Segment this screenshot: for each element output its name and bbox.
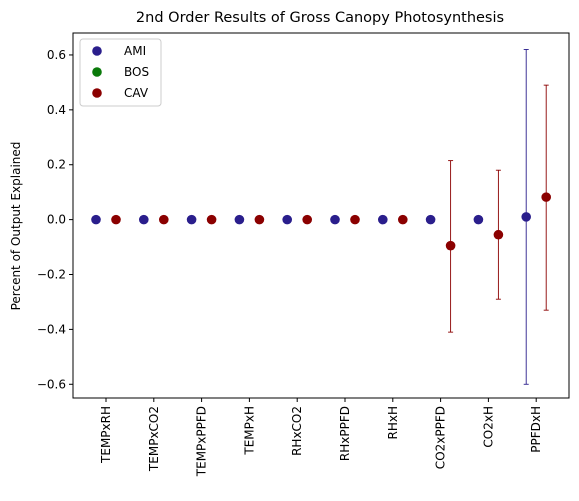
plot-frame — [72, 32, 570, 399]
data-point-cav — [445, 240, 456, 251]
x-tick-label: RHxPPFD — [338, 406, 352, 461]
data-point-ami — [234, 214, 245, 225]
y-tick-label: 0.6 — [47, 48, 66, 62]
x-tick-label: RHxH — [386, 406, 400, 440]
x-tick-label: RHxCO2 — [290, 406, 304, 456]
legend-marker-ami — [92, 46, 102, 56]
data-point-cav — [398, 214, 408, 225]
data-point-ami — [378, 214, 388, 225]
legend-box — [79, 38, 162, 107]
legend-label-ami: AMI — [124, 44, 146, 58]
legend-label-cav: CAV — [124, 86, 149, 100]
legend-marker-bos — [92, 67, 102, 77]
x-tick-label: TEMPxPPFD — [195, 406, 209, 477]
data-point-cav — [206, 214, 217, 225]
y-tick-label: −0.4 — [37, 322, 66, 336]
x-tick-label: CO2xH — [481, 406, 495, 448]
x-tick-label: TEMPxH — [242, 406, 256, 456]
data-point-cav — [493, 229, 504, 240]
y-tick-label: −0.2 — [37, 268, 66, 282]
data-point-cav — [302, 214, 313, 225]
y-tick-label: 0.4 — [47, 103, 66, 117]
data-point-ami — [425, 214, 436, 225]
x-tick-label: TEMPxCO2 — [147, 406, 161, 472]
y-tick-label: 0.0 — [47, 213, 66, 227]
data-point-ami — [186, 214, 197, 225]
data-point-ami — [139, 214, 149, 225]
y-axis-label: Percent of Output Explained — [9, 142, 23, 311]
x-tick-label: PPFDxH — [529, 406, 543, 453]
data-point-cav — [541, 192, 551, 202]
data-point-ami — [473, 214, 484, 225]
data-point-cav — [350, 214, 360, 225]
x-tick-label: TEMPxRH — [99, 406, 113, 464]
data-point-ami — [521, 212, 531, 222]
x-tick-label: CO2xPPFD — [434, 406, 448, 469]
data-point-ami — [91, 214, 101, 225]
legend-marker-cav — [92, 88, 102, 98]
data-point-cav — [159, 214, 169, 225]
y-tick-label: −0.6 — [37, 377, 66, 391]
y-tick-label: 0.2 — [47, 158, 66, 172]
data-point-cav — [254, 214, 265, 225]
chart-title: 2nd Order Results of Gross Canopy Photos… — [136, 10, 504, 26]
data-point-ami — [282, 214, 293, 225]
data-point-ami — [330, 214, 340, 225]
data-point-cav — [111, 214, 121, 225]
legend-label-bos: BOS — [124, 65, 149, 79]
